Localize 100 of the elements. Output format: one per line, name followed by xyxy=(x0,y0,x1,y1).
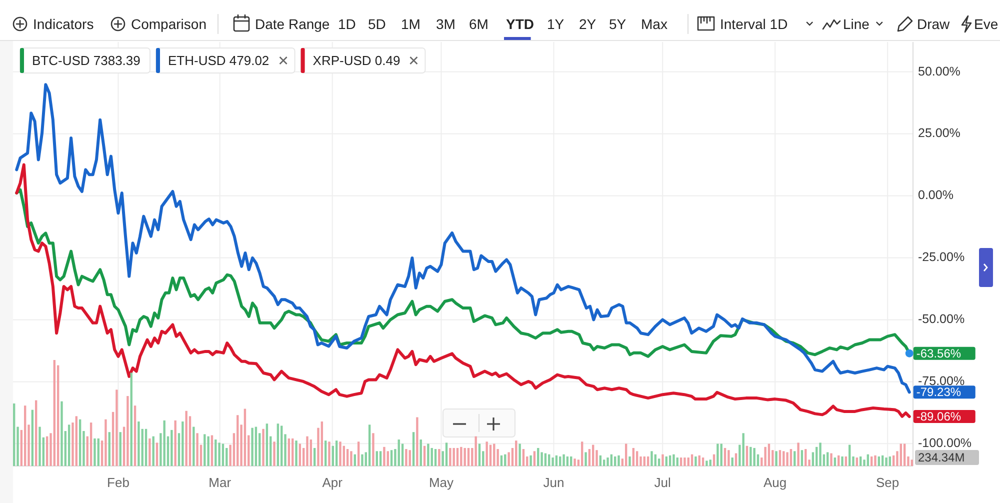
bar xyxy=(449,448,452,466)
bar xyxy=(438,449,440,466)
bar xyxy=(310,440,312,466)
text: 1Y xyxy=(547,16,565,32)
bar xyxy=(878,456,880,466)
bar xyxy=(624,444,628,466)
bar xyxy=(694,456,697,466)
bar xyxy=(728,450,730,466)
bar xyxy=(606,458,609,466)
bar xyxy=(350,451,352,466)
x-tick-label: Feb xyxy=(107,475,130,490)
bar xyxy=(515,440,518,466)
bar xyxy=(804,449,807,466)
bar xyxy=(706,460,708,466)
text: Date Range xyxy=(255,16,330,32)
bar xyxy=(790,449,792,466)
bar xyxy=(452,448,455,466)
bar xyxy=(445,442,448,466)
bar xyxy=(60,401,63,466)
bar xyxy=(716,444,719,466)
bar xyxy=(328,442,330,466)
text: Comparison xyxy=(131,16,206,32)
y-tick-label: 50.00% xyxy=(918,64,960,78)
bar xyxy=(646,456,650,466)
bar xyxy=(104,419,107,466)
bar xyxy=(628,456,631,466)
x-tick-label: Jun xyxy=(543,475,564,490)
bar xyxy=(709,460,712,466)
bar xyxy=(116,390,118,466)
bar xyxy=(292,438,294,466)
bar xyxy=(731,458,734,466)
y-tick-label: 0.00% xyxy=(918,188,954,202)
legend-label: BTC-USD 7383.39 xyxy=(32,53,140,68)
bar xyxy=(486,442,488,466)
bar xyxy=(580,442,584,466)
legend-label: XRP-USD 0.49 xyxy=(312,53,400,68)
bar xyxy=(266,424,268,466)
bar xyxy=(38,426,41,466)
bar xyxy=(276,424,280,466)
bar xyxy=(335,440,338,466)
bar xyxy=(97,438,100,466)
bar xyxy=(614,456,616,466)
bar xyxy=(794,451,796,466)
bar xyxy=(881,455,884,466)
bar xyxy=(555,455,558,466)
bar xyxy=(94,438,96,466)
bar xyxy=(368,424,371,466)
bar xyxy=(456,448,459,466)
bar xyxy=(816,446,818,466)
text: 1D xyxy=(338,16,356,32)
bar xyxy=(786,452,788,466)
bar xyxy=(467,448,470,466)
bar xyxy=(361,454,364,466)
text: Interval 1D xyxy=(720,16,788,32)
bar xyxy=(218,442,220,466)
bar xyxy=(500,455,503,466)
bar xyxy=(800,450,804,466)
bar xyxy=(552,458,554,466)
bar xyxy=(357,442,360,466)
bar xyxy=(518,444,521,466)
bar xyxy=(214,440,217,466)
bar xyxy=(720,444,722,466)
text: 1M xyxy=(401,16,420,32)
text: Line xyxy=(843,16,870,32)
text: Indicators xyxy=(33,16,94,32)
bar xyxy=(156,442,158,466)
text: 6M xyxy=(469,16,488,32)
bar xyxy=(892,455,895,466)
text: 3M xyxy=(436,16,456,32)
bar xyxy=(830,453,832,466)
y-tick-label: -50.00% xyxy=(918,312,965,326)
bar xyxy=(540,452,543,466)
bar xyxy=(295,440,298,466)
bar xyxy=(618,455,620,466)
bar xyxy=(636,451,638,466)
bar xyxy=(860,456,862,466)
bar xyxy=(401,444,404,466)
legend-label: ETH-USD 479.02 xyxy=(168,53,270,68)
bar xyxy=(848,444,851,466)
y-tick-label: 25.00% xyxy=(918,126,960,140)
bar xyxy=(280,426,283,466)
bar xyxy=(530,455,532,466)
bar xyxy=(163,420,166,466)
bar xyxy=(778,450,782,466)
x-tick-label: Apr xyxy=(322,475,344,490)
bar xyxy=(226,448,228,466)
bar xyxy=(398,440,400,466)
bar xyxy=(819,442,822,466)
bar xyxy=(903,444,906,466)
bar xyxy=(138,421,140,466)
bar xyxy=(493,444,496,466)
bar xyxy=(650,451,653,466)
text: Draw xyxy=(917,16,951,32)
x-tick-label: Sep xyxy=(876,475,900,490)
bar xyxy=(108,432,110,466)
text: 5Y xyxy=(609,16,627,32)
bar xyxy=(412,432,415,466)
bar xyxy=(236,415,239,466)
bar xyxy=(775,451,778,466)
bar xyxy=(746,446,748,466)
